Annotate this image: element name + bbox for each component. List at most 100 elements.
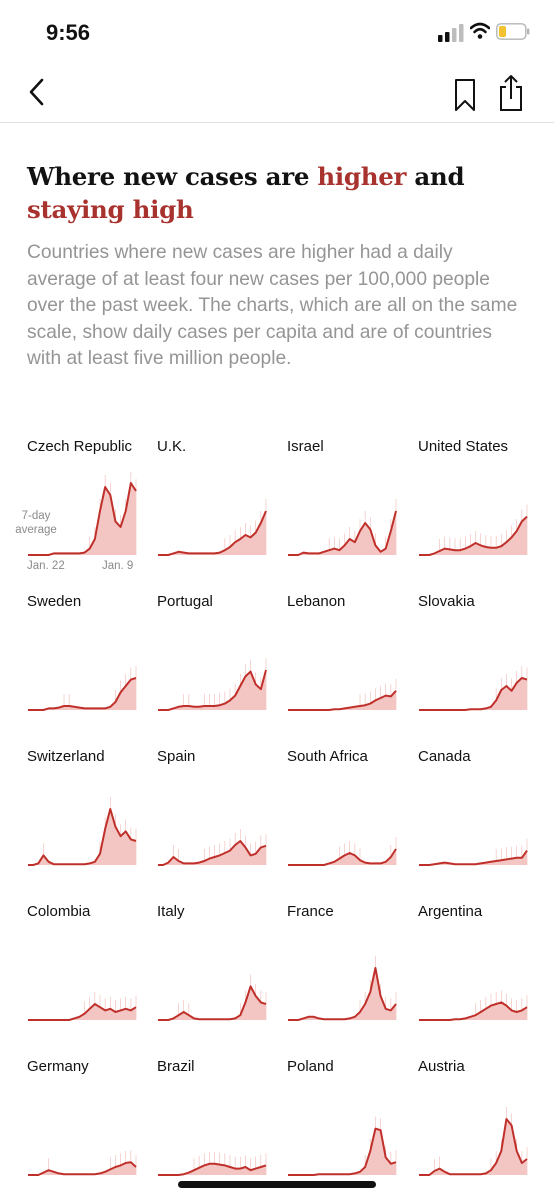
country-name: Austria bbox=[418, 1058, 465, 1075]
country-chart: Germany bbox=[27, 1050, 147, 1190]
country-name: Slovakia bbox=[418, 593, 475, 610]
country-chart: Czech Republic 7-day average Jan. 22 Jan. 9 bbox=[15, 430, 147, 572]
country-name: Israel bbox=[287, 438, 324, 455]
summary-text: Countries where new cases are higher had… bbox=[27, 242, 518, 369]
seven-day-average-line bbox=[158, 669, 267, 711]
country-name: Czech Republic bbox=[27, 438, 133, 455]
country-sparkline bbox=[419, 666, 528, 711]
country-chart: South Africa bbox=[287, 740, 407, 880]
daily-cases-area bbox=[28, 1004, 136, 1020]
country-chart: Slovakia bbox=[418, 585, 538, 725]
headline-part-1: Where new cases are bbox=[27, 162, 318, 191]
country-name: Germany bbox=[27, 1058, 89, 1075]
share-icon[interactable] bbox=[496, 74, 526, 112]
daily-cases-area bbox=[419, 1119, 527, 1175]
country-chart: Portugal bbox=[157, 585, 277, 725]
home-indicator bbox=[178, 1181, 376, 1188]
seven-day-average-line bbox=[28, 677, 137, 711]
annotation-line-2: average bbox=[15, 524, 57, 536]
article-toolbar bbox=[0, 64, 554, 123]
country-sparkline bbox=[288, 956, 397, 1021]
country-name: United States bbox=[418, 438, 509, 455]
country-chart: Colombia bbox=[27, 895, 147, 1035]
country-chart: Spain bbox=[157, 740, 277, 880]
headline-highlight-higher: higher bbox=[317, 162, 407, 191]
daily-cases-area bbox=[288, 968, 396, 1020]
country-name: Brazil bbox=[157, 1058, 195, 1075]
daily-cases-area bbox=[158, 1163, 266, 1175]
daily-cases-area bbox=[158, 670, 266, 710]
country-sparkline bbox=[158, 974, 267, 1021]
daily-cases-area bbox=[28, 1162, 136, 1175]
country-name: U.K. bbox=[157, 438, 187, 455]
status-time: 9:56 bbox=[46, 20, 91, 45]
seven-day-average-line bbox=[419, 850, 528, 866]
country-chart: Lebanon bbox=[287, 585, 407, 725]
seven-day-average-line bbox=[419, 1001, 528, 1021]
wifi-icon bbox=[470, 22, 490, 39]
country-sparkline bbox=[28, 472, 137, 556]
seven-day-average-line bbox=[288, 510, 397, 556]
country-name: Lebanon bbox=[287, 593, 346, 610]
annotation-line-1: 7-day bbox=[21, 510, 51, 522]
battery-icon bbox=[496, 23, 530, 40]
seven-day-average-line bbox=[288, 967, 397, 1021]
country-chart: Canada bbox=[418, 740, 538, 880]
country-name: Switzerland bbox=[27, 748, 105, 765]
seven-day-average-line bbox=[28, 482, 137, 556]
seven-day-average-line bbox=[28, 808, 137, 866]
country-name: Canada bbox=[418, 748, 471, 765]
seven-day-average-line bbox=[158, 985, 267, 1021]
x-axis-end-label: Jan. 9 bbox=[102, 560, 134, 572]
daily-cases-area bbox=[158, 511, 266, 555]
country-name: Italy bbox=[157, 903, 185, 920]
seven-day-average-line bbox=[419, 677, 528, 711]
country-name: Sweden bbox=[27, 593, 82, 610]
country-chart: Austria bbox=[418, 1050, 538, 1190]
country-sparkline bbox=[158, 499, 267, 556]
country-sparkline bbox=[28, 797, 137, 866]
country-chart: Sweden bbox=[27, 585, 147, 725]
country-sparkline bbox=[419, 1107, 528, 1176]
bookmark-icon[interactable] bbox=[452, 78, 478, 112]
daily-cases-area bbox=[158, 841, 266, 865]
country-sparkline bbox=[419, 504, 528, 556]
country-chart: United States bbox=[418, 430, 538, 570]
country-name: Portugal bbox=[157, 593, 213, 610]
daily-cases-area bbox=[288, 1128, 396, 1175]
country-chart: Israel bbox=[287, 430, 407, 570]
seven-day-average-line bbox=[28, 1003, 137, 1021]
country-sparkline bbox=[158, 829, 267, 866]
daily-cases-area bbox=[28, 809, 136, 865]
daily-cases-area bbox=[158, 986, 266, 1020]
status-bar: 9:56 bbox=[0, 0, 554, 64]
country-name: Spain bbox=[157, 748, 196, 765]
seven-day-average-line bbox=[158, 1162, 267, 1176]
seven-day-average-line bbox=[288, 848, 397, 866]
seven-day-average-line bbox=[158, 510, 267, 556]
country-sparkline bbox=[288, 678, 397, 711]
country-sparkline bbox=[288, 837, 397, 866]
country-name: Colombia bbox=[27, 903, 91, 920]
seven-day-average-line bbox=[419, 515, 528, 556]
country-sparkline bbox=[28, 666, 137, 711]
country-name: South Africa bbox=[287, 748, 368, 765]
daily-cases-area bbox=[28, 678, 136, 710]
country-sparkline bbox=[419, 838, 528, 866]
seven-day-average-line bbox=[419, 1118, 528, 1176]
daily-cases-area bbox=[419, 678, 527, 710]
headline-part-2: and bbox=[406, 162, 465, 191]
country-sparkline bbox=[419, 990, 528, 1021]
headline: Where new cases are higher and staying h… bbox=[27, 160, 537, 226]
country-sparkline bbox=[28, 1150, 137, 1176]
country-chart: Switzerland bbox=[27, 740, 147, 880]
country-chart: Italy bbox=[157, 895, 277, 1035]
cellular-signal-icon bbox=[438, 24, 464, 42]
x-axis-start-label: Jan. 22 bbox=[27, 560, 65, 572]
seven-day-average-line bbox=[288, 690, 397, 711]
daily-cases-area bbox=[288, 690, 396, 710]
seven-day-average-line bbox=[158, 840, 267, 866]
country-chart: Brazil bbox=[157, 1050, 277, 1190]
chevron-left-icon[interactable] bbox=[24, 76, 54, 108]
country-name: Argentina bbox=[418, 903, 483, 920]
